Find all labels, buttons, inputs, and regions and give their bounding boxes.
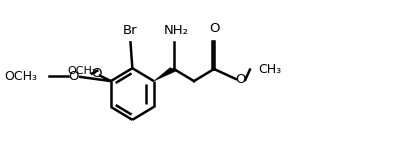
- Text: O: O: [209, 22, 219, 35]
- Text: CH₃: CH₃: [259, 63, 282, 76]
- Text: OCH₃: OCH₃: [4, 70, 37, 83]
- Text: NH₂: NH₂: [163, 24, 188, 36]
- Text: O: O: [68, 70, 79, 83]
- Text: Br: Br: [123, 24, 138, 36]
- Text: O: O: [91, 67, 101, 80]
- Text: O: O: [235, 73, 246, 86]
- Polygon shape: [154, 68, 178, 81]
- Text: OCH₃: OCH₃: [68, 66, 97, 76]
